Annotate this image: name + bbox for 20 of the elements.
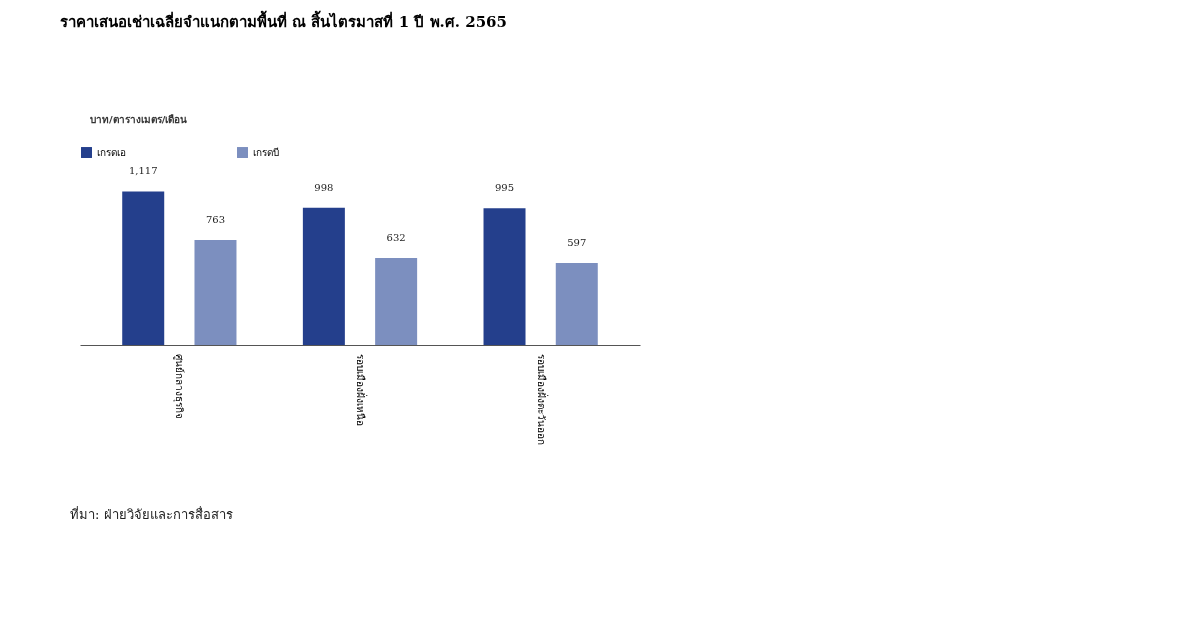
bar: [555, 262, 598, 345]
bar: [483, 208, 526, 345]
data-label: 597: [567, 236, 587, 248]
x-tick-label: ศูนย์กลางธุรกิจ: [173, 353, 186, 419]
legend-label: เกรดเอ: [97, 146, 126, 158]
text: ที่มา: ฝ่ายวิจัยและการสื่อสาร: [70, 506, 233, 522]
data-label: 995: [494, 182, 515, 194]
data-label: 632: [386, 232, 406, 244]
bar: [194, 240, 237, 345]
x-tick-label: รอบเมืองฝั่งเหนือ: [355, 353, 368, 426]
text: บาท/ตารางเมตร/เดือน: [90, 114, 188, 125]
data-label: 763: [205, 214, 226, 226]
x-tick-label: รอบเมืองฝั่งตะวันออก: [535, 353, 549, 445]
bar: [122, 191, 165, 345]
bar: [375, 258, 418, 345]
bar: [302, 207, 345, 345]
data-label: 1,117: [128, 165, 158, 177]
legend-label: เกรดบี: [253, 146, 279, 158]
chart-title: ราคาเสนอเช่าเฉลี่ยจำแนกตามพื้นที่ ณ สิ้นไตรมาสที่ 1 ปี พ.ศ. 2565: [60, 10, 507, 31]
data-label: 998: [314, 181, 334, 193]
